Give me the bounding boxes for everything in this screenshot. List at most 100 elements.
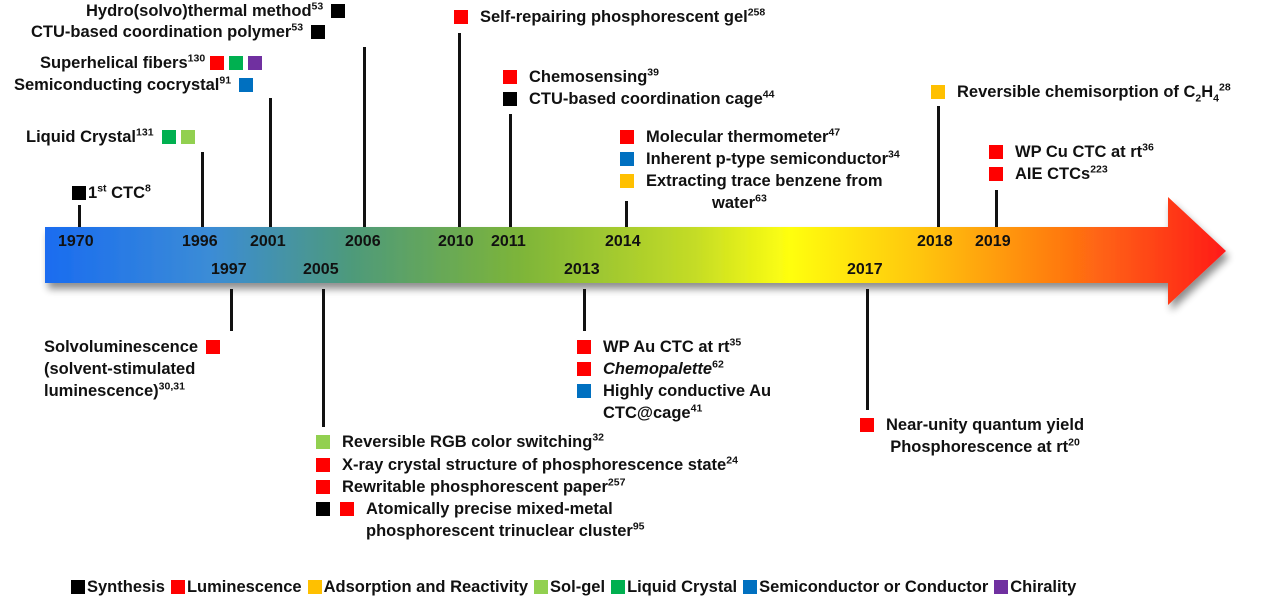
- sol-gel-square: [180, 130, 195, 144]
- event-text: (solvent-stimulated: [44, 360, 196, 378]
- event-text: Self-repairing phosphorescent gel: [480, 8, 748, 26]
- legend-label: Luminescence: [186, 578, 302, 596]
- event-text: WP Au CTC at rt: [603, 338, 730, 356]
- event-text: CTU-based coordination polymer: [31, 23, 292, 41]
- sol-gel-square: [316, 435, 330, 449]
- event-text: WP Cu CTC at rt: [1015, 143, 1143, 161]
- event-text: luminescence): [44, 382, 159, 400]
- event-text: Extracting trace benzene from: [646, 172, 883, 190]
- legend-item-synthesis: Synthesis: [71, 577, 165, 597]
- synthesis-square: [503, 92, 517, 106]
- reference: 20: [1068, 436, 1080, 449]
- connector-2013: [583, 289, 586, 331]
- event-rewritable-paper: Rewritable phosphorescent paper257: [316, 476, 625, 498]
- connector-2010: [458, 33, 461, 227]
- event-text: Highly conductive Au: [603, 382, 772, 400]
- event-liquid-crystal: Liquid Crystal131: [26, 126, 195, 148]
- connector-2019: [995, 190, 998, 227]
- sol-gel-square: [534, 580, 549, 594]
- year-2014: 2014: [605, 233, 641, 250]
- year-1970: 1970: [58, 233, 94, 250]
- adsorption-square: [307, 580, 322, 594]
- event-text: Hydro(solvo)thermal method: [86, 2, 312, 20]
- reference: 95: [632, 520, 645, 533]
- reference: 39: [647, 66, 659, 79]
- legend: Synthesis Luminescence Adsorption and Reac…: [71, 577, 1082, 597]
- event-first-ctc: 1st CTC8: [72, 182, 151, 204]
- event-text: AIE CTCs: [1015, 165, 1091, 183]
- luminescence-square: [860, 418, 874, 432]
- event-ctu-coordination-polymer: CTU-based coordination polymer53: [31, 21, 326, 43]
- semiconductor-square: [577, 384, 591, 398]
- reference: 63: [755, 192, 767, 205]
- event-text: Chemopalette: [603, 360, 713, 378]
- event-text: Superhelical fibers: [40, 54, 188, 72]
- connector-1970: [78, 205, 81, 227]
- event-near-unity-quantum-yield: Near-unity quantum yield Phosphorescence …: [860, 414, 1084, 458]
- reference: 131: [136, 126, 154, 139]
- reference: 34: [888, 148, 900, 161]
- reference: 47: [828, 126, 841, 139]
- liquid-crystal-square: [161, 130, 176, 144]
- event-text: 1: [88, 184, 98, 202]
- event-chemosensing: Chemosensing39: [503, 66, 659, 88]
- event-text: Phosphorescence at rt: [890, 438, 1069, 456]
- luminescence-square: [210, 56, 225, 70]
- synthesis-square: [331, 4, 346, 18]
- event-text: Chemosensing: [529, 68, 648, 86]
- event-text: Reversible RGB color switching: [342, 433, 593, 451]
- event-text: Molecular thermometer: [646, 128, 829, 146]
- event-text: X-ray crystal structure of phosphorescen…: [342, 456, 727, 474]
- reference: 30,31: [158, 380, 185, 393]
- synthesis-square: [311, 25, 326, 39]
- luminescence-square: [170, 580, 185, 594]
- semiconductor-square: [743, 580, 758, 594]
- year-1996: 1996: [182, 233, 218, 250]
- event-semiconducting-cocrystal: Semiconducting cocrystal91: [14, 74, 254, 96]
- legend-item-liquid-crystal: Liquid Crystal: [611, 577, 737, 597]
- year-2006: 2006: [345, 233, 381, 250]
- synthesis-square: [72, 186, 86, 200]
- event-text: Liquid Crystal: [26, 128, 137, 146]
- event-molecular-thermometer: Molecular thermometer47: [620, 126, 840, 148]
- adsorption-square: [620, 174, 634, 188]
- liquid-crystal-square: [611, 580, 626, 594]
- chirality-square: [248, 56, 263, 70]
- luminescence-square: [503, 70, 517, 84]
- event-chemopalette: Chemopalette62: [577, 358, 724, 380]
- luminescence-square: [620, 130, 634, 144]
- legend-item-adsorption: Adsorption and Reactivity: [307, 577, 528, 597]
- reference: 35: [729, 336, 742, 349]
- event-text: water: [712, 194, 756, 212]
- connector-2006: [363, 47, 366, 227]
- event-text: phosphorescent trinuclear cluster: [366, 522, 633, 540]
- year-2011: 2011: [491, 233, 526, 250]
- event-ctu-coordination-cage: CTU-based coordination cage44: [503, 88, 774, 110]
- subscript: 2: [1195, 92, 1202, 105]
- event-xray-structure: X-ray crystal structure of phosphorescen…: [316, 454, 738, 476]
- reference: 62: [712, 358, 724, 371]
- connector-2001: [269, 98, 272, 227]
- connector-1996: [201, 152, 204, 227]
- event-text: CTU-based coordination cage: [529, 90, 763, 108]
- chirality-square: [994, 580, 1009, 594]
- event-extracting-benzene: Extracting trace benzene from water63: [620, 170, 883, 214]
- legend-label: Chirality: [1010, 578, 1077, 596]
- legend-label: Sol-gel: [550, 578, 606, 596]
- event-text: Solvoluminescence: [44, 338, 199, 356]
- subscript: 4: [1213, 92, 1219, 105]
- legend-label: Semiconductor or Conductor: [759, 578, 989, 596]
- reference: 24: [726, 454, 738, 467]
- luminescence-square: [989, 145, 1003, 159]
- reference: 41: [690, 402, 703, 415]
- luminescence-square: [206, 340, 221, 354]
- connector-2017: [866, 289, 869, 410]
- event-p-type-semiconductor: Inherent p-type semiconductor34: [620, 148, 900, 170]
- adsorption-square: [931, 85, 945, 99]
- event-text: Rewritable phosphorescent paper: [342, 478, 608, 496]
- event-aie-ctcs: AIE CTCs223: [989, 163, 1108, 185]
- liquid-crystal-square: [229, 56, 244, 70]
- reference: 130: [187, 52, 206, 65]
- synthesis-square: [316, 502, 330, 516]
